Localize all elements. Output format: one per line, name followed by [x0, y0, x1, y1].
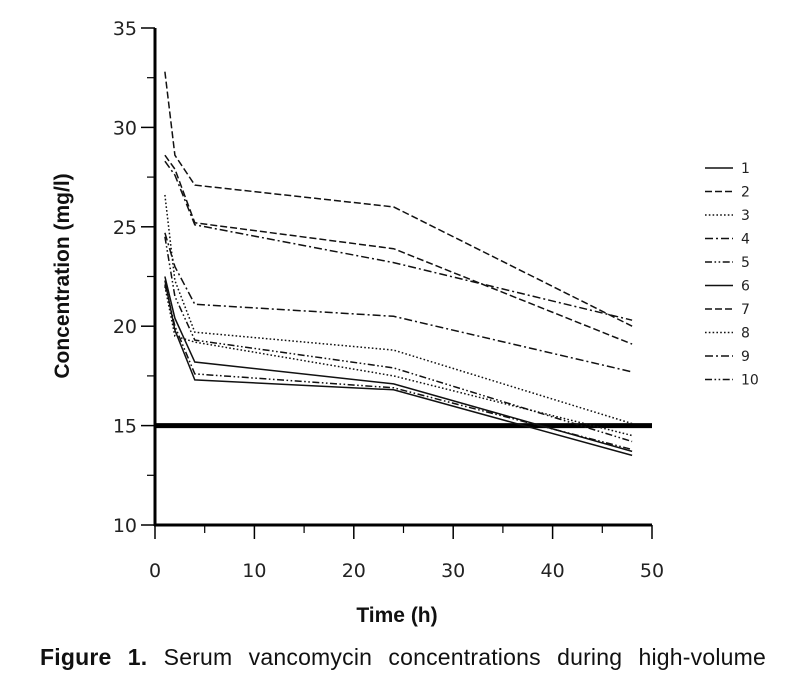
chart: 10 15 20 25 30 35 0 10 20 30 40 50 1 2 3 4 5 6 7 8 9 10 Conc…	[51, 18, 759, 627]
legend: 1 2 3 4 5 6 7 8 9 10	[705, 161, 759, 389]
y-tick-label: 25	[113, 217, 137, 239]
y-tick-label: 15	[113, 416, 137, 438]
x-tick-label: 30	[441, 560, 465, 582]
y-tick-label: 35	[113, 18, 137, 40]
series-line-2	[164, 71, 633, 327]
series-line-1	[164, 280, 633, 457]
x-axis-title: Time (h)	[356, 604, 437, 627]
series-line-9	[164, 160, 633, 321]
x-tick-label: 40	[541, 560, 565, 582]
y-tick-label: 30	[113, 117, 137, 139]
legend-label-10: 10	[741, 373, 759, 389]
figure-caption: Figure 1. Serum vancomycin concentration…	[40, 644, 766, 671]
y-tick-label: 20	[113, 316, 137, 338]
x-tick-label: 50	[640, 560, 664, 582]
series-line-7	[164, 154, 633, 345]
legend-label-9: 9	[741, 349, 750, 365]
y-axis-title: Concentration (mg/l)	[51, 173, 74, 378]
series-line-8	[164, 286, 633, 437]
series-line-4	[164, 232, 633, 373]
legend-label-3: 3	[741, 208, 750, 224]
x-tick-label: 0	[149, 560, 161, 582]
legend-label-1: 1	[741, 161, 750, 177]
legend-label-8: 8	[741, 326, 750, 342]
legend-label-5: 5	[741, 255, 750, 271]
legend-label-4: 4	[741, 232, 750, 248]
legend-label-6: 6	[741, 279, 750, 295]
x-tick-label: 10	[242, 560, 266, 582]
x-tick-label: 20	[342, 560, 366, 582]
series-line-10	[164, 284, 633, 451]
legend-label-2: 2	[741, 185, 750, 201]
series-line-5	[164, 236, 633, 443]
legend-label-7: 7	[741, 302, 750, 318]
series-line-3	[164, 194, 633, 425]
y-tick-label: 10	[113, 515, 137, 537]
axes: 10 15 20 25 30 35 0 10 20 30 40 50	[113, 18, 664, 582]
figure-label: Figure 1.	[40, 644, 148, 670]
series-layer	[164, 71, 633, 457]
series-line-6	[164, 276, 633, 453]
figure-caption-text: Serum vancomycin concentrations during h…	[163, 644, 766, 670]
